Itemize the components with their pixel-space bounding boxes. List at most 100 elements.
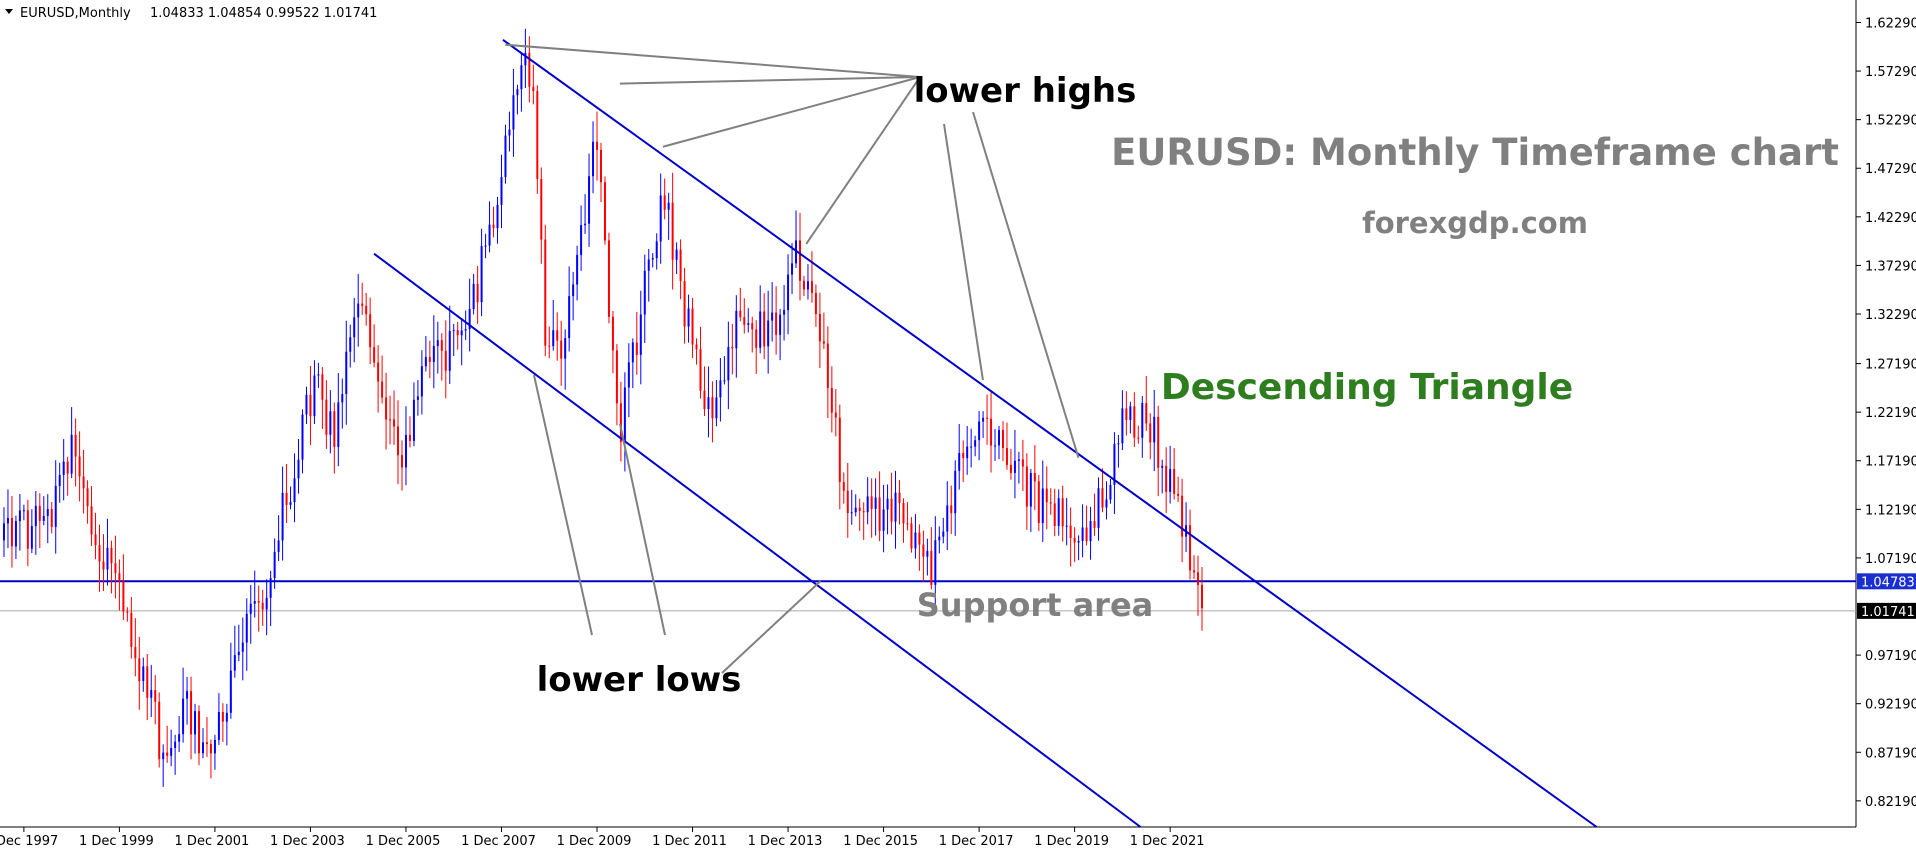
collapse-triangle-icon[interactable] — [5, 9, 13, 14]
bull-candle — [213, 739, 216, 754]
bear-candle — [731, 346, 734, 349]
bear-candle — [1149, 423, 1152, 443]
bull-candle — [42, 515, 45, 521]
price-tick-label: 1.62290 — [1865, 16, 1916, 31]
time-tick-label: 1 Dec 2013 — [748, 834, 823, 849]
bull-candle — [70, 434, 73, 474]
bear-candle — [743, 317, 746, 325]
bull-candle — [966, 446, 969, 459]
bull-candle — [424, 357, 427, 367]
bear-candle — [751, 323, 754, 330]
bull-candle — [779, 314, 782, 335]
bear-candle — [1157, 416, 1160, 468]
bear-candle — [1069, 525, 1072, 538]
bull-candle — [468, 309, 471, 330]
bear-candle — [1200, 584, 1203, 609]
bull-candle — [58, 475, 61, 486]
bear-candle — [66, 461, 69, 474]
bear-candle — [755, 329, 758, 348]
bull-candle — [914, 532, 917, 549]
bull-candle — [62, 461, 65, 476]
bull-candle — [715, 397, 718, 419]
bear-candle — [922, 544, 925, 557]
bear-candle — [699, 349, 702, 391]
bull-candle — [106, 547, 109, 570]
pattern-label: Descending Triangle — [1161, 367, 1573, 408]
bear-candle — [1133, 406, 1136, 438]
bear-candle — [122, 581, 125, 612]
price-tick-label: 0.82190 — [1865, 795, 1916, 810]
bear-candle — [333, 411, 336, 447]
bull-candle — [512, 95, 515, 130]
bull-candle — [850, 512, 853, 514]
bull-candle — [269, 578, 272, 598]
bull-candle — [954, 470, 957, 514]
bull-candle — [1105, 499, 1108, 508]
bull-candle — [186, 691, 189, 699]
bull-candle — [524, 52, 527, 66]
bull-candle — [623, 387, 626, 443]
support-area-label: Support area — [917, 586, 1154, 624]
bull-candle — [576, 254, 579, 285]
bear-candle — [1193, 570, 1196, 573]
bull-candle — [727, 346, 730, 381]
bull-candle — [1109, 484, 1112, 500]
bull-candle — [1161, 465, 1164, 468]
bear-candle — [870, 496, 873, 509]
bull-candle — [229, 670, 232, 713]
bear-candle — [381, 381, 384, 398]
bear-candle — [440, 340, 443, 351]
bull-candle — [301, 414, 304, 460]
bear-candle — [775, 312, 778, 335]
bear-candle — [26, 510, 29, 549]
bear-candle — [826, 343, 829, 389]
bull-candle — [1017, 459, 1020, 461]
bear-candle — [902, 502, 905, 524]
bear-candle — [325, 399, 328, 435]
price-tick-label: 1.12190 — [1865, 503, 1916, 518]
bear-candle — [930, 550, 933, 585]
bull-candle — [719, 380, 722, 398]
bear-candle — [898, 492, 901, 503]
support-price-label: 1.04783 — [1861, 575, 1915, 590]
chart-header: EURUSD,Monthly 1.04833 1.04854 0.99522 1… — [5, 6, 377, 21]
bull-candle — [723, 380, 726, 382]
price-tick-label: 1.52290 — [1865, 114, 1916, 129]
bear-candle — [1197, 572, 1200, 585]
bull-candle — [1113, 443, 1116, 485]
bear-candle — [918, 532, 921, 545]
bull-candle — [245, 613, 248, 643]
bull-candle — [265, 597, 268, 610]
bear-candle — [98, 545, 101, 562]
time-tick-label: 1 Dec 2005 — [366, 834, 441, 849]
bull-candle — [1097, 488, 1100, 528]
bear-candle — [830, 388, 833, 413]
bull-candle — [687, 308, 690, 327]
bear-candle — [990, 418, 993, 446]
bear-candle — [1053, 503, 1056, 526]
bull-candle — [241, 642, 244, 652]
time-tick-label: 1 Dec 2019 — [1034, 834, 1109, 849]
bull-candle — [882, 509, 885, 531]
bear-candle — [198, 711, 201, 754]
bull-candle — [998, 429, 1001, 446]
bear-candle — [536, 91, 539, 180]
bull-candle — [225, 712, 228, 722]
bull-candle — [639, 314, 642, 355]
bull-candle — [14, 521, 17, 547]
bear-candle — [596, 141, 599, 150]
bull-candle — [142, 666, 145, 682]
bear-candle — [1101, 488, 1104, 508]
bear-candle — [1189, 525, 1192, 571]
bear-candle — [1037, 481, 1040, 524]
trendline-lower-channel — [373, 252, 1142, 828]
bull-candle — [647, 259, 650, 271]
bear-candle — [858, 507, 861, 512]
bear-candle — [309, 394, 312, 417]
bull-candle — [866, 496, 869, 513]
bull-candle — [217, 712, 220, 740]
bull-candle — [448, 330, 451, 371]
bull-candle — [174, 741, 177, 749]
price-levels — [0, 580, 1856, 612]
price-tick-label: 1.07190 — [1865, 552, 1916, 567]
